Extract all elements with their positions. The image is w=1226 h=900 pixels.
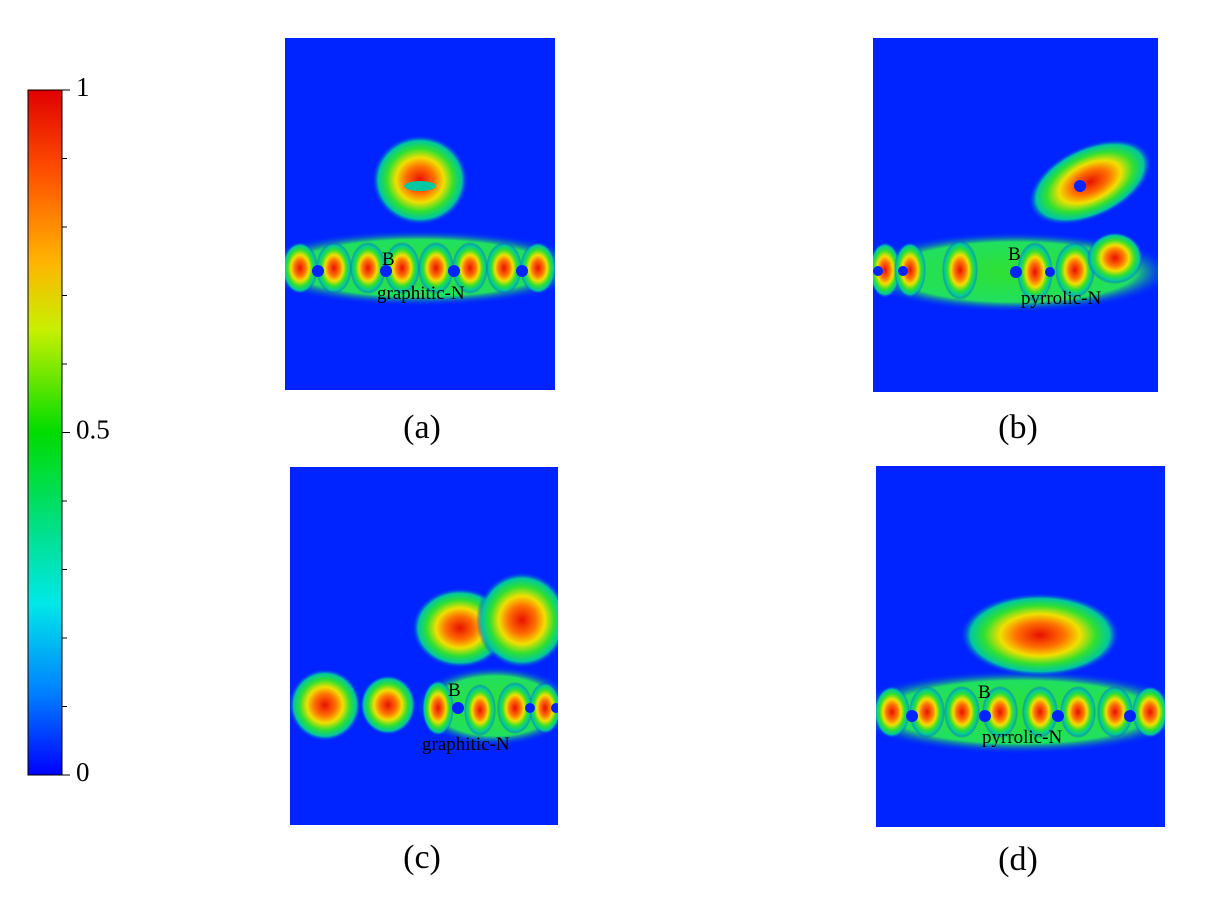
panel-caption: (d) [998, 841, 1038, 878]
colorbar-tick-label: 0 [76, 757, 90, 787]
colorbar-tick-label: 1 [76, 72, 90, 102]
panel-caption: (b) [998, 409, 1038, 446]
colorbar-tick-label: 0.5 [76, 415, 110, 445]
colorbar: 00.51 [27, 72, 110, 787]
panel-caption: (c) [403, 839, 441, 876]
atom-label: graphitic-N [422, 734, 510, 755]
atom-label: B [448, 680, 461, 701]
atom-label: B [1008, 244, 1021, 265]
panel-c-map [290, 467, 558, 825]
panel-d-map [876, 466, 1165, 827]
panel-b-map [873, 38, 1158, 392]
atom-label: pyrrolic-N [1021, 288, 1101, 309]
panel-a-map [285, 38, 555, 390]
panel-caption: (a) [403, 409, 441, 446]
colorbar-ticks: 00.51 [62, 72, 110, 787]
atom-label: pyrrolic-N [982, 727, 1062, 748]
atom-label: graphitic-N [377, 283, 465, 304]
atom-label: B [978, 682, 991, 703]
colorbar-gradient [27, 89, 63, 776]
atom-label: B [382, 249, 395, 270]
